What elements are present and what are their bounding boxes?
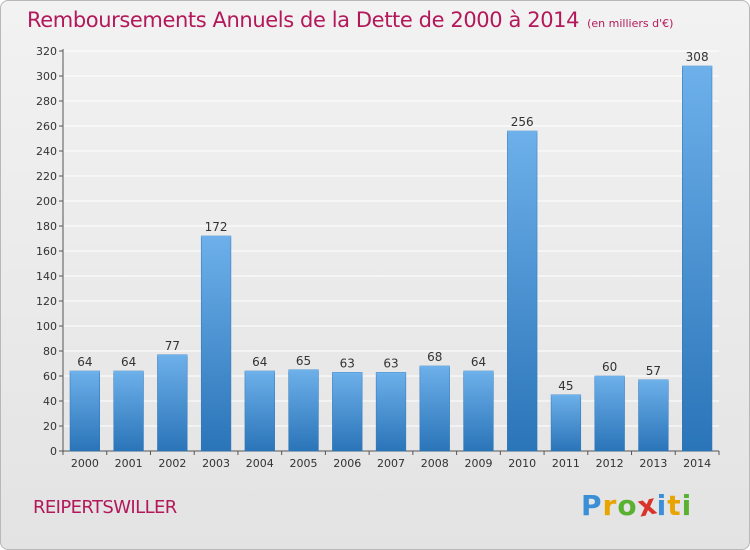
data-label-2004: 64 <box>252 355 267 369</box>
x-tick-label-2008: 2008 <box>421 457 449 470</box>
y-tick-label: 40 <box>43 395 57 408</box>
x-tick-label-2000: 2000 <box>71 457 99 470</box>
bar-top-2010 <box>507 131 538 133</box>
data-label-2003: 172 <box>205 220 228 234</box>
bar-2009 <box>463 370 494 452</box>
x-tick-label-2012: 2012 <box>596 457 624 470</box>
y-tick-label: 220 <box>36 170 57 183</box>
proxiti-logo[interactable]: Proxiti <box>581 487 693 523</box>
data-label-2008: 68 <box>427 350 442 364</box>
y-tick-label: 0 <box>50 445 57 458</box>
y-tick-label: 20 <box>43 420 57 433</box>
data-label-2009: 64 <box>471 355 486 369</box>
y-tick-label: 100 <box>36 320 57 333</box>
commune-name: REIPERTSWILLER <box>33 497 177 518</box>
data-label-2010: 256 <box>511 115 534 129</box>
logo-letter: r <box>602 489 618 522</box>
y-tick-label: 80 <box>43 345 57 358</box>
x-tick-label-2006: 2006 <box>333 457 361 470</box>
x-tick-label-2009: 2009 <box>464 457 492 470</box>
data-label-2013: 57 <box>646 364 661 378</box>
bar-2013 <box>638 379 669 452</box>
y-tick-label: 60 <box>43 370 57 383</box>
bar-2008 <box>419 365 450 452</box>
bar-2000 <box>69 370 100 452</box>
y-tick-label: 300 <box>36 70 57 83</box>
y-tick-label: 260 <box>36 120 57 133</box>
data-label-2012: 60 <box>602 360 617 374</box>
y-tick-label: 180 <box>36 220 57 233</box>
bar-2005 <box>288 369 319 452</box>
y-tick-label: 140 <box>36 270 57 283</box>
bars <box>69 65 713 452</box>
bar-top-2003 <box>201 236 231 238</box>
bar-2011 <box>550 394 582 452</box>
data-label-2000: 64 <box>77 355 92 369</box>
bar-2014 <box>682 65 713 452</box>
data-label-2011: 45 <box>558 379 573 393</box>
x-tick-label-2003: 2003 <box>202 457 230 470</box>
logo-letter: t <box>667 489 682 522</box>
labels: 0 20 40 60 80 100 120 140 160 180 200 220 240 260 280 3… <box>36 45 711 470</box>
chart-title-text: Remboursements Annuels de la Dette de 20… <box>27 8 580 32</box>
bar-2007 <box>375 372 407 452</box>
logo-letter: P <box>581 489 603 522</box>
bar-top-2014 <box>682 66 713 68</box>
data-label-2007: 63 <box>383 356 398 370</box>
bar-top-2011 <box>551 394 581 397</box>
bar-2004 <box>244 370 275 452</box>
bar-2006 <box>332 372 363 452</box>
bar-top-2004 <box>244 371 275 373</box>
y-tick-label: 240 <box>36 145 57 158</box>
data-label-2006: 63 <box>340 356 355 370</box>
bar-2010 <box>507 130 538 452</box>
logo-letter: i <box>656 489 668 522</box>
x-tick-label-2010: 2010 <box>508 457 536 470</box>
bar-top-2000 <box>69 371 100 373</box>
bar-top-2002 <box>157 354 188 357</box>
bar-2001 <box>113 370 144 452</box>
x-tick-label-2004: 2004 <box>246 457 274 470</box>
x-tick-label-2005: 2005 <box>290 457 318 470</box>
x-tick-label-2013: 2013 <box>639 457 667 470</box>
chart-title: Remboursements Annuels de la Dette de 20… <box>27 8 673 32</box>
y-tick-label: 320 <box>36 45 57 58</box>
y-tick-label: 120 <box>36 295 57 308</box>
bar-top-2001 <box>113 371 144 373</box>
y-tick-label: 280 <box>36 95 57 108</box>
y-tick-label: 200 <box>36 195 57 208</box>
bar-top-2009 <box>463 371 494 373</box>
x-tick-label-2011: 2011 <box>552 457 580 470</box>
bar-top-2007 <box>376 372 406 375</box>
bar-top-2012 <box>594 376 625 378</box>
bar-top-2006 <box>332 372 363 375</box>
logo-letter: i <box>681 489 693 522</box>
bar-2012 <box>594 375 625 452</box>
data-label-2001: 64 <box>121 355 136 369</box>
bar-top-2005 <box>288 369 319 372</box>
x-tick-label-2007: 2007 <box>377 457 405 470</box>
data-label-2014: 308 <box>686 50 709 64</box>
bar-top-2008 <box>419 366 450 368</box>
data-label-2002: 77 <box>165 339 180 353</box>
bar-2003 <box>200 235 232 452</box>
y-tick-label: 160 <box>36 245 57 258</box>
data-label-2005: 65 <box>296 354 311 368</box>
logo-letter: o <box>617 489 638 522</box>
bar-2002 <box>157 354 188 452</box>
x-tick-label-2014: 2014 <box>683 457 711 470</box>
chart-unit: (en milliers d'€) <box>587 17 674 30</box>
bar-top-2013 <box>638 379 669 382</box>
x-tick-label-2001: 2001 <box>115 457 143 470</box>
x-tick-label-2002: 2002 <box>158 457 186 470</box>
